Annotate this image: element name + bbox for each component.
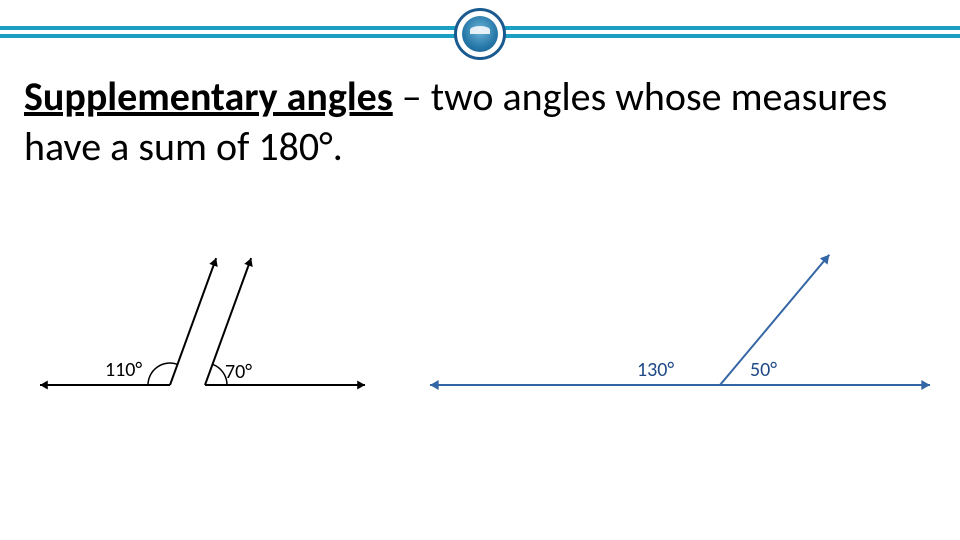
content: Supplementary angles – two angles whose … xyxy=(24,72,936,172)
definition-text: Supplementary angles – two angles whose … xyxy=(24,72,936,172)
school-logo-inner xyxy=(462,16,498,52)
angle-label-70: 70° xyxy=(225,360,252,384)
angle-label-110: 110° xyxy=(105,358,142,382)
angle-label-50: 50° xyxy=(750,358,777,382)
diagram-linear-pair xyxy=(0,210,960,470)
school-logo xyxy=(454,8,506,60)
diagrams-area: 110° 70° 130° 50° xyxy=(0,210,960,460)
angle-label-130: 130° xyxy=(637,358,674,382)
definition-term: Supplementary angles xyxy=(24,72,393,121)
